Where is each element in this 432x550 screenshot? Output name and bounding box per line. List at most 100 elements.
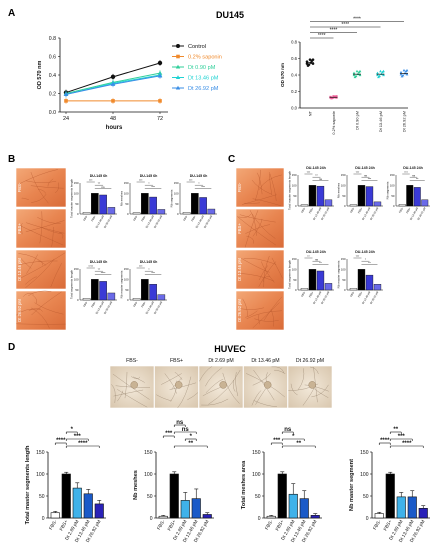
x-tick-label: FBS- xyxy=(300,290,306,297)
y-tick-label: 100 xyxy=(124,192,129,196)
micrograph-network xyxy=(28,290,52,296)
micrograph-network xyxy=(111,384,116,403)
sig-label: ns xyxy=(284,427,292,433)
y-tick-label: 0 xyxy=(258,516,261,522)
micrograph-network xyxy=(22,293,34,297)
x-tick-label: Dt 13.46 pM xyxy=(361,207,372,221)
panel-b-letter: B xyxy=(8,154,15,165)
micrograph-network xyxy=(25,180,57,183)
sig-label: * xyxy=(190,434,193,440)
micrograph-image xyxy=(15,208,67,249)
panel-d-letter: D xyxy=(8,342,15,353)
y-tick-label: 50 xyxy=(391,194,395,198)
bar xyxy=(365,186,374,207)
sig-label: *** xyxy=(151,185,155,189)
legend-label: Control xyxy=(188,44,206,50)
x-tick-label: FBS- xyxy=(300,206,306,213)
micrograph-label: FBS+ xyxy=(237,223,242,234)
micrograph-network xyxy=(205,367,223,387)
y-axis-label: Nb master segment xyxy=(349,459,355,511)
legend-marker xyxy=(175,64,181,69)
micrograph-network xyxy=(271,257,283,279)
sig-label: *** xyxy=(151,271,155,275)
sig-label: ** xyxy=(296,441,301,447)
x-tick-label: 72 xyxy=(157,116,163,122)
bar xyxy=(299,498,309,519)
micrograph-network xyxy=(131,376,141,379)
y-tick-label: 0 xyxy=(344,288,346,292)
y-tick-label: 150 xyxy=(341,257,346,261)
x-tick-label: FBS+ xyxy=(90,214,97,222)
y-tick-label: 0.2 xyxy=(49,92,56,98)
sig-label: ns xyxy=(364,174,368,178)
micrograph-label: Dt 13.46 pM xyxy=(251,358,279,364)
bar xyxy=(357,185,366,207)
micrograph-network xyxy=(117,389,148,408)
x-tick-label: FBS+ xyxy=(357,290,364,298)
sig-label: ** xyxy=(368,261,371,265)
x-tick-label: NT xyxy=(308,110,313,116)
x-tick-label: FBS- xyxy=(82,214,88,221)
x-tick-label: FBS+ xyxy=(140,214,147,222)
micrograph-cluster xyxy=(263,381,272,389)
bar xyxy=(207,208,216,215)
sig-label: *** xyxy=(404,171,408,175)
bar xyxy=(310,515,320,519)
y-tick-label: 50 xyxy=(75,202,79,206)
sig-label: * xyxy=(198,182,200,186)
x-tick-label: FBS- xyxy=(156,519,166,531)
micrograph-network xyxy=(252,198,282,207)
sig-label: ns xyxy=(176,420,184,426)
y-tick-label: 0 xyxy=(393,204,395,208)
micrograph-network xyxy=(252,373,271,386)
micrograph-network xyxy=(243,257,277,265)
y-tick-label: 0.4 xyxy=(49,73,56,79)
bar xyxy=(91,279,99,301)
micrograph-network xyxy=(288,383,319,391)
micrograph-network xyxy=(47,178,54,187)
bar xyxy=(132,212,141,215)
micrograph-network xyxy=(21,197,29,200)
y-axis-label: Nb segments xyxy=(386,181,390,199)
sig-label: ** xyxy=(393,427,398,433)
x-tick-label: FBS+ xyxy=(382,519,392,532)
bar xyxy=(72,487,82,519)
micrograph-cluster xyxy=(174,381,183,389)
y-tick-label: 100 xyxy=(292,184,297,188)
micrograph-network xyxy=(174,372,183,381)
data-point xyxy=(157,60,163,66)
sig-label: *** xyxy=(307,171,311,175)
dot-point xyxy=(311,58,315,61)
micrograph-label: Dt 2.69 pM xyxy=(208,358,233,364)
bar xyxy=(149,284,157,301)
y-tick-label: 50 xyxy=(39,494,45,500)
sig-label: * xyxy=(148,268,150,272)
sig-label: ns xyxy=(182,427,190,433)
x-tick-label: Dt 26.92 pM xyxy=(416,207,427,221)
bar xyxy=(316,185,325,207)
x-tick-label: FBS- xyxy=(82,300,88,307)
y-tick-label: 0.6 xyxy=(49,55,56,61)
bar xyxy=(277,473,287,519)
dot-point xyxy=(379,69,382,73)
micrograph-network xyxy=(112,373,150,400)
sig-label: **** xyxy=(88,265,94,269)
legend-marker xyxy=(176,44,180,48)
micrograph-network xyxy=(20,258,32,269)
micrograph-network xyxy=(256,172,263,195)
micrograph-label: FBS+ xyxy=(170,358,183,364)
dot-point xyxy=(355,69,359,73)
y-tick-label: 150 xyxy=(390,173,395,177)
sig-label: * xyxy=(365,258,367,262)
bar xyxy=(180,500,190,519)
y-tick-label: 0.0 xyxy=(49,110,56,116)
micrograph-image xyxy=(235,249,285,290)
micrograph-label: Dt 26.92 pM xyxy=(296,358,324,364)
micrograph-network xyxy=(244,210,259,248)
x-tick-label: Dt 13.46 pM xyxy=(312,207,323,221)
bar xyxy=(418,508,428,519)
y-axis-label: OD 570 nm xyxy=(37,61,43,90)
bar xyxy=(61,473,71,519)
